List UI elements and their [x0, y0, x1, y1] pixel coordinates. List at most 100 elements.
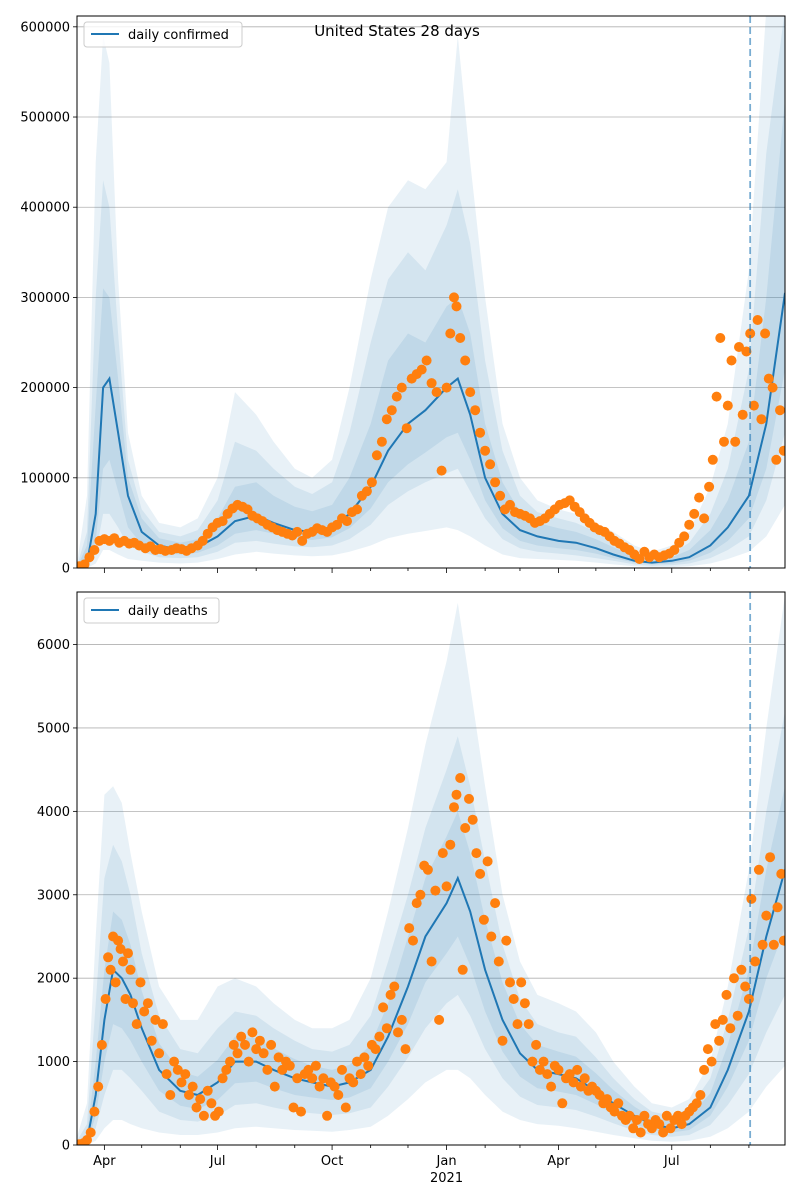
- y-tick-label: 400000: [20, 201, 70, 216]
- axes-frame: [76, 15, 786, 569]
- observed-point: [654, 1119, 665, 1130]
- observed-point: [352, 1056, 362, 1067]
- x-tick-label: Oct: [321, 1154, 343, 1169]
- observed-point: [613, 1098, 624, 1109]
- observed-point: [359, 1052, 370, 1063]
- observed-point: [421, 355, 432, 366]
- observed-point: [96, 1039, 107, 1050]
- observed-point: [236, 1031, 247, 1042]
- observed-point: [717, 1014, 728, 1025]
- observed-point: [251, 1044, 262, 1055]
- observed-point: [284, 1060, 295, 1071]
- y-tick-label: 2000: [37, 972, 70, 987]
- observed-point: [296, 1106, 306, 1117]
- observed-point: [262, 1064, 273, 1075]
- observed-point: [434, 1014, 445, 1025]
- observed-point: [307, 1073, 318, 1084]
- observed-point: [763, 373, 774, 384]
- observed-point: [396, 1014, 407, 1025]
- observed-point: [457, 964, 468, 975]
- observed-point: [292, 526, 303, 537]
- observed-point: [691, 1098, 702, 1109]
- observed-point: [467, 814, 478, 825]
- observed-point: [431, 387, 442, 398]
- observed-point: [631, 1115, 642, 1125]
- observed-point: [449, 802, 459, 813]
- observed-point: [139, 1006, 150, 1017]
- observed-point: [89, 545, 100, 555]
- observed-point: [497, 1035, 508, 1046]
- observed-point: [386, 405, 397, 416]
- observed-point: [741, 346, 752, 357]
- observed-point: [180, 1069, 191, 1080]
- observed-point: [490, 477, 501, 488]
- observed-point: [355, 1069, 366, 1080]
- observed-point: [464, 793, 474, 804]
- observed-point: [115, 944, 126, 954]
- y-tick-label: 300000: [20, 291, 70, 306]
- observed-point: [314, 1081, 325, 1092]
- observed-point: [273, 1052, 284, 1063]
- observed-point: [400, 1044, 411, 1055]
- observed-point: [519, 998, 530, 1009]
- plot-area: [77, 594, 785, 1145]
- uncertainty-band: [77, 99, 785, 568]
- observed-point: [348, 1077, 359, 1088]
- observed-point: [451, 789, 462, 800]
- observed-point: [460, 355, 471, 366]
- observed-point: [684, 519, 695, 530]
- observed-point: [449, 292, 459, 303]
- y-tick-label: 200000: [20, 381, 70, 396]
- observed-point: [505, 977, 515, 988]
- observed-point: [381, 1023, 392, 1034]
- axes-frame: [76, 591, 786, 1146]
- observed-point: [722, 400, 733, 411]
- observed-point: [221, 1064, 232, 1075]
- observed-point: [673, 1110, 683, 1121]
- observed-point: [93, 1081, 104, 1092]
- y-tick-label: 100000: [20, 471, 70, 486]
- observed-point: [628, 1123, 639, 1134]
- observed-point: [374, 1031, 385, 1042]
- observed-point: [202, 1085, 213, 1096]
- observed-point: [538, 1056, 549, 1067]
- y-tick-label: 0: [62, 562, 70, 577]
- observed-point: [198, 1110, 209, 1121]
- observed-point: [753, 864, 764, 875]
- observed-point: [531, 1039, 542, 1050]
- observed-point: [658, 1127, 669, 1138]
- observed-point: [187, 1081, 198, 1092]
- observed-point: [393, 1027, 403, 1038]
- observed-point: [84, 552, 95, 563]
- observed-point: [765, 852, 776, 863]
- observed-point: [157, 1019, 168, 1030]
- observed-point: [699, 1064, 710, 1075]
- observed-point: [726, 355, 737, 366]
- observed-point: [478, 914, 489, 925]
- observed-point: [82, 1135, 92, 1145]
- observed-point: [689, 508, 700, 519]
- observed-point: [646, 1123, 657, 1134]
- observed-point: [707, 454, 718, 465]
- observed-point: [243, 1056, 254, 1067]
- observed-point: [128, 998, 138, 1009]
- uncertainty-band: [77, 16, 785, 568]
- observed-point: [297, 535, 308, 546]
- observed-point: [661, 1110, 672, 1121]
- observed-point: [676, 1119, 687, 1130]
- observed-point: [426, 956, 437, 967]
- observed-point: [725, 1023, 736, 1034]
- observed-point: [85, 1127, 96, 1138]
- y-tick-label: 6000: [37, 638, 70, 653]
- observed-point: [710, 1019, 721, 1030]
- observed-point: [486, 931, 497, 942]
- plot-area: [77, 16, 785, 568]
- observed-point: [719, 436, 729, 447]
- x-tick-label: Apr: [93, 1154, 116, 1169]
- observed-point: [191, 1102, 202, 1113]
- observed-point: [361, 486, 372, 497]
- observed-point: [416, 364, 427, 375]
- y-tick-label: 1000: [37, 1055, 70, 1070]
- observed-point: [161, 1069, 172, 1080]
- observed-point: [247, 1027, 258, 1038]
